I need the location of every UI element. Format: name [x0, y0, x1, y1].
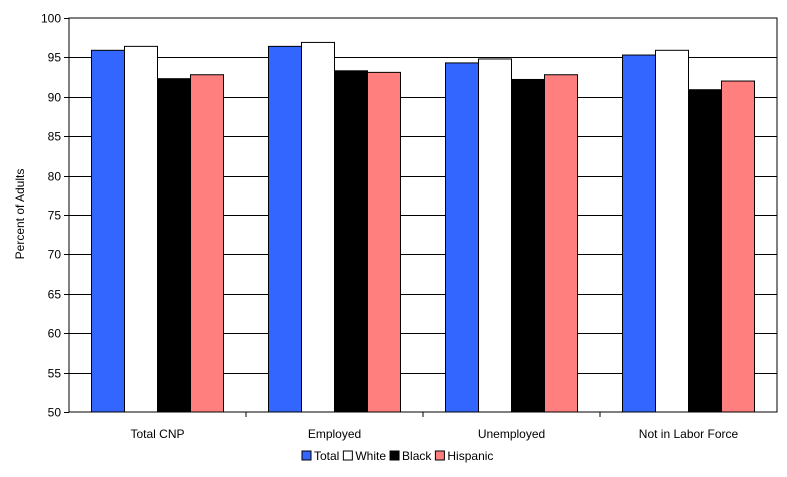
bar-total-0 [91, 49, 125, 413]
bar-black-1 [334, 70, 368, 413]
bar-total-3 [622, 54, 656, 413]
bar-total-2 [445, 62, 479, 413]
y-tick-label-85: 85 [48, 130, 62, 144]
x-tick-label-0: Total CNP [130, 427, 184, 441]
x-tick-label-1: Employed [308, 427, 361, 441]
y-axis-title: Percent of Adults [13, 169, 27, 260]
bar-black-3 [688, 89, 722, 413]
y-tick-label-100: 100 [41, 12, 61, 26]
legend-swatch-white [342, 450, 353, 461]
y-tick-label-70: 70 [48, 248, 62, 262]
y-tick-label-95: 95 [48, 51, 62, 65]
legend-swatch-hispanic [434, 450, 445, 461]
bar-white-0 [124, 45, 158, 413]
bar-total-1 [268, 45, 302, 413]
y-tick-label-90: 90 [48, 91, 62, 105]
bar-black-0 [157, 78, 191, 413]
bar-black-2 [511, 78, 545, 413]
axis-labels: 50 55 60 65 70 75 80 85 90 95 100 Total CNP Employed… [41, 12, 739, 442]
bar-hispanic-3 [721, 80, 755, 413]
y-tick-label-50: 50 [48, 406, 62, 420]
y-tick-label-65: 65 [48, 288, 62, 302]
bar-hispanic-2 [544, 74, 578, 413]
legend-label-white: White [355, 449, 386, 463]
x-tick-label-3: Not in Labor Force [639, 427, 739, 441]
bar-hispanic-1 [367, 71, 401, 413]
y-tick-label-75: 75 [48, 209, 62, 223]
y-tick-label-60: 60 [48, 327, 62, 341]
legend-swatch-total [301, 450, 312, 461]
legend: Total White Black Hispanic [301, 449, 493, 463]
legend-swatch-black [389, 450, 400, 461]
bar-white-3 [655, 49, 689, 413]
bar-white-1 [301, 41, 335, 413]
y-tick-label-55: 55 [48, 367, 62, 381]
legend-label-total: Total [314, 449, 339, 463]
bar-white-2 [478, 58, 512, 413]
x-tick-label-2: Unemployed [478, 427, 545, 441]
legend-label-black: Black [402, 449, 432, 463]
axes [64, 17, 778, 417]
y-tick-label-80: 80 [48, 170, 62, 184]
bar-hispanic-0 [190, 74, 224, 413]
bars [91, 41, 755, 413]
legend-label-hispanic: Hispanic [447, 449, 493, 463]
